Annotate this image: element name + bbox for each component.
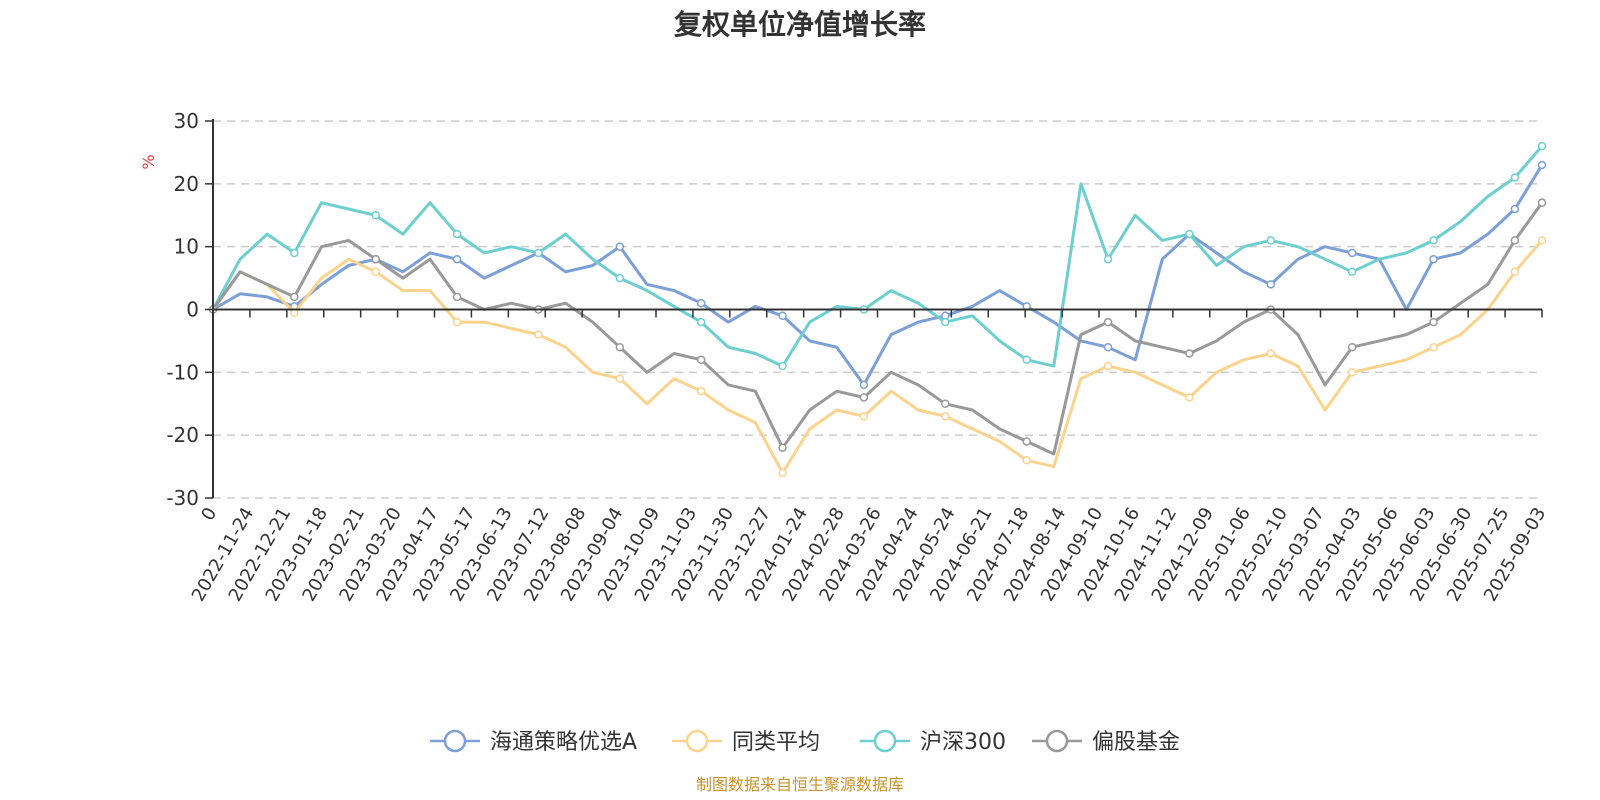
y-tick-label: 0 <box>186 298 199 322</box>
data-point <box>1347 368 1357 377</box>
x-tick-labels: 02022-11-242022-12-212023-01-182023-02-2… <box>188 504 1551 605</box>
data-point <box>1429 236 1438 245</box>
data-point <box>1510 204 1520 214</box>
data-point <box>1103 342 1113 352</box>
data-point <box>534 248 543 258</box>
y-tick-label: -20 <box>166 423 199 447</box>
data-source-note: 制图数据来自恒生聚源数据库 <box>696 775 904 794</box>
data-point <box>859 393 869 402</box>
legend-marker-icon <box>443 729 467 753</box>
y-tick-label: -10 <box>166 360 199 384</box>
series-line <box>211 238 1544 475</box>
data-point <box>1185 229 1194 239</box>
data-point <box>615 242 625 251</box>
data-point <box>1537 198 1547 207</box>
data-point <box>371 254 380 264</box>
data-point <box>778 468 787 478</box>
data-point <box>1103 361 1113 371</box>
data-point <box>1510 173 1520 182</box>
data-point <box>778 443 787 452</box>
data-point <box>371 267 380 277</box>
data-point <box>941 399 950 408</box>
series-3 <box>208 198 1547 456</box>
legend-item[interactable]: 同类平均 <box>672 729 820 755</box>
data-point <box>1429 342 1438 352</box>
legend-item[interactable]: 偏股基金 <box>1032 729 1180 755</box>
legend-marker-icon <box>1045 729 1069 753</box>
data-point <box>1266 349 1276 358</box>
legend-item[interactable]: 沪深300 <box>860 729 1006 755</box>
legend-label: 沪深300 <box>920 730 1006 755</box>
series-2 <box>208 141 1547 371</box>
series-line <box>211 163 1544 387</box>
y-tick-label: 20 <box>174 172 199 196</box>
data-point <box>371 211 380 220</box>
data-point <box>1266 280 1276 289</box>
data-point <box>615 342 625 352</box>
data-point <box>778 311 787 321</box>
data-point <box>290 292 299 302</box>
data-point <box>696 386 706 396</box>
data-point <box>615 273 625 283</box>
legend-marker-icon <box>685 729 709 753</box>
data-point <box>1103 254 1113 264</box>
data-point <box>290 248 299 258</box>
axes <box>205 119 1543 499</box>
legend-marker-icon <box>873 729 897 753</box>
legend-label: 同类平均 <box>732 730 820 755</box>
legend-label: 偏股基金 <box>1092 730 1180 755</box>
data-point <box>696 298 706 308</box>
y-tick-labels: -30 -20 -10 0 10 20 30 <box>166 109 199 510</box>
data-point <box>1347 267 1357 277</box>
legend: 海通策略优选A 同类平均 沪深300 偏股基金 <box>430 729 1180 755</box>
y-tick-label: 30 <box>174 109 199 133</box>
data-point <box>1347 248 1357 258</box>
data-point <box>778 361 787 371</box>
data-point <box>615 374 625 383</box>
y-axis-unit: % <box>139 154 158 169</box>
grid-lines <box>213 120 1542 499</box>
series-line <box>211 144 1544 368</box>
series-lines <box>208 141 1547 478</box>
data-point <box>859 380 869 390</box>
data-point <box>1537 141 1547 151</box>
y-tick-label: 10 <box>174 235 199 259</box>
data-point <box>1103 317 1113 327</box>
data-point <box>1185 393 1194 402</box>
legend-item[interactable]: 海通策略优选A <box>430 729 637 755</box>
data-point <box>452 317 462 327</box>
data-point <box>941 412 950 421</box>
data-point <box>1510 236 1520 245</box>
data-point <box>452 292 462 302</box>
data-point <box>1185 349 1194 358</box>
data-point <box>534 330 543 339</box>
legend-label: 海通策略优选A <box>490 730 637 755</box>
data-point <box>1347 342 1357 352</box>
data-point <box>859 412 869 421</box>
chart-title: 复权单位净值增长率 <box>674 8 926 41</box>
x-tick-label: 0 <box>197 504 221 524</box>
data-point <box>1022 355 1031 365</box>
data-point <box>1537 236 1547 245</box>
data-point <box>1022 456 1031 465</box>
data-point <box>1429 317 1438 327</box>
data-point <box>1537 160 1547 170</box>
data-point <box>1510 267 1520 277</box>
data-point <box>696 317 706 327</box>
data-point <box>696 355 706 365</box>
data-point <box>1266 236 1276 245</box>
data-point <box>452 254 462 264</box>
data-point <box>452 229 462 239</box>
series-line <box>211 201 1544 456</box>
data-point <box>1022 437 1031 446</box>
y-tick-label: -30 <box>166 486 199 510</box>
data-point <box>941 317 950 327</box>
data-point <box>1429 254 1438 264</box>
